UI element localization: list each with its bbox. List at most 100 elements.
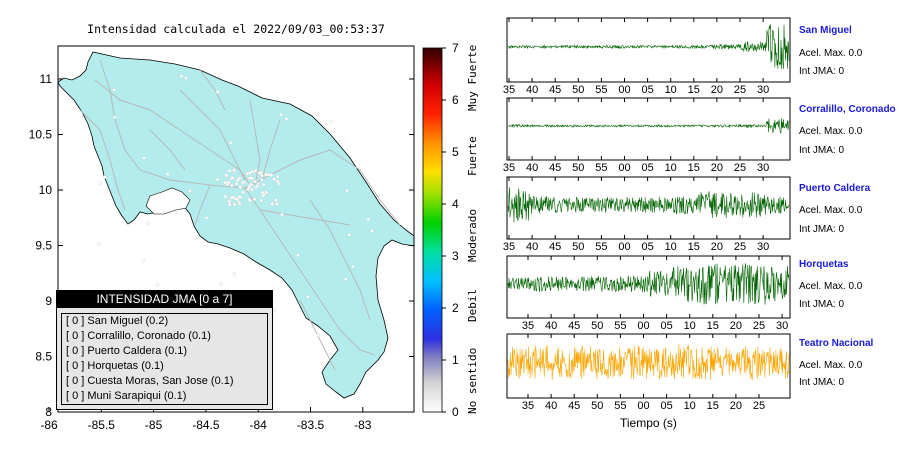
- seismogram-tick-label: 40: [526, 241, 538, 253]
- city-dot: [224, 173, 229, 178]
- colorbar-label-fuerte: Fuerte: [466, 136, 479, 176]
- city-dot: [257, 171, 262, 175]
- seismogram-trace: [507, 343, 790, 381]
- seismogram-tick-label: 40: [526, 84, 538, 96]
- city-dot: [219, 282, 223, 287]
- seismogram-tick-label: 55: [595, 241, 607, 253]
- colorbar-tick-label: 0: [452, 405, 459, 419]
- seismogram-tick-label: 45: [549, 241, 561, 253]
- city-dot: [305, 295, 310, 299]
- seismogram-tick-label: 45: [549, 162, 561, 174]
- seismogram-tick-label: 35: [522, 320, 534, 332]
- seismogram-tick-label: 10: [684, 400, 696, 412]
- city-dot: [226, 180, 231, 185]
- seismogram-tick-label: 10: [665, 241, 677, 253]
- city-dot: [370, 229, 374, 233]
- seismogram-tick-label: 05: [660, 320, 672, 332]
- city-dot: [328, 119, 333, 124]
- city-dot: [264, 190, 268, 195]
- seismogram-trace: [507, 24, 790, 70]
- seismogram-tick-label: 00: [618, 241, 630, 253]
- city-dot: [347, 233, 352, 237]
- city-dot: [184, 76, 188, 80]
- map-xtick-label: -85.5: [88, 418, 116, 432]
- seismogram-tick-label: 40: [545, 320, 557, 332]
- seismogram-tick-label: 55: [614, 400, 626, 412]
- station-name-san-miguel: San Miguel: [799, 25, 852, 36]
- city-dot: [270, 202, 275, 206]
- city-dot: [253, 179, 257, 184]
- city-dot: [272, 177, 277, 182]
- seismogram-tick-label: 20: [730, 400, 742, 412]
- colorbar-label-debil: Debil: [466, 288, 479, 322]
- seismogram-panels: 35 40 45 50 55 00 05 10 15 20 25 30 35 40 45 50 55 00 05 10…: [503, 17, 791, 412]
- seismogram-tick-label: 05: [641, 241, 653, 253]
- station-accel: Acel. Max. 0.0: [799, 281, 863, 292]
- seismogram-tick-label: 30: [757, 84, 769, 96]
- colorbar-tick-label: 3: [452, 249, 459, 263]
- station-jma: Int JMA: 0: [799, 66, 845, 77]
- city-dot: [274, 202, 279, 206]
- city-dot: [141, 258, 146, 263]
- seismogram-panel: 35 40 45 50 55 00 05 10 15 20 25: [506, 333, 791, 412]
- station-name-teatro-nacional: Teatro Nacional: [799, 338, 874, 349]
- station-name-corralillo: Corralillo, Coronado: [799, 104, 896, 115]
- city-dot: [345, 188, 349, 193]
- legend-list: [ 0 ] San Miguel (0.2) [ 0 ] Corralillo,…: [61, 313, 268, 405]
- colorbar-label-no-sentido: No sentido: [466, 347, 479, 414]
- city-dot: [215, 90, 220, 94]
- seismogram-tick-label: 00: [618, 162, 630, 174]
- colorbar-tick-label: 2: [452, 301, 459, 315]
- city-dot: [250, 187, 254, 192]
- map-xtick-label: -86: [40, 418, 58, 432]
- seismogram-tick-label: 55: [595, 162, 607, 174]
- seismogram-tick-label: 35: [503, 241, 515, 253]
- city-dot: [262, 192, 266, 197]
- colorbar-tick-label: 1: [452, 353, 459, 367]
- station-jma: Int JMA: 0: [799, 377, 845, 388]
- city-dot: [241, 180, 245, 185]
- city-dot: [272, 308, 276, 313]
- seismogram-panel: 35 40 45 50 55 00 05 10 15 20 25 30: [506, 255, 791, 332]
- station-name-puerto-caldera: Puerto Caldera: [799, 183, 871, 194]
- station-accel: Acel. Max. 0.0: [799, 205, 863, 216]
- seismogram-panel: 35 40 45 50 55 00 05 10 15 20 25 30: [503, 17, 791, 96]
- city-dot: [233, 196, 238, 201]
- colorbar-label-moderado: Moderado: [466, 209, 479, 262]
- city-dot: [179, 74, 184, 79]
- city-dot: [344, 277, 348, 282]
- map-xtick-label: -83.5: [297, 418, 325, 432]
- seismogram-tick-label: 30: [776, 320, 788, 332]
- seismogram-tick-label: 15: [688, 162, 700, 174]
- city-dot: [253, 169, 258, 173]
- city-dot: [260, 178, 264, 182]
- city-dot: [245, 172, 249, 176]
- seismogram-trace: [507, 118, 790, 134]
- roads: [79, 59, 401, 371]
- colorbar-tick-label: 5: [452, 145, 459, 159]
- city-dot: [232, 272, 237, 276]
- map-ytick-label: 10: [39, 183, 53, 197]
- seismogram-panel: 35 40 45 50 55 00 05 10 15 20 25 30: [503, 176, 791, 253]
- map-ytick-label: 9.5: [35, 239, 52, 253]
- city-dot: [112, 115, 117, 120]
- seismogram-tick-label: 30: [757, 241, 769, 253]
- station-jma: Int JMA: 0: [799, 145, 845, 156]
- seismogram-tick-label: 25: [734, 84, 746, 96]
- city-dot: [230, 195, 234, 200]
- city-dot: [250, 170, 254, 174]
- station-jma: Int JMA: 0: [799, 299, 845, 310]
- seismogram-tick-label: 45: [568, 400, 580, 412]
- legend-item: [ 0 ] Cuesta Moras, San Jose (0.1): [66, 375, 234, 387]
- city-dot: [227, 168, 232, 173]
- costa-rica-land: [58, 51, 414, 399]
- city-dot: [261, 182, 266, 187]
- city-dot: [252, 197, 257, 201]
- city-dot: [96, 242, 101, 246]
- city-dot: [142, 156, 146, 160]
- seismogram-tick-label: 05: [641, 162, 653, 174]
- seismogram-tick-label: 05: [641, 84, 653, 96]
- map-xtick-label: -85: [145, 418, 163, 432]
- city-dot: [316, 333, 321, 338]
- city-dot: [223, 180, 228, 185]
